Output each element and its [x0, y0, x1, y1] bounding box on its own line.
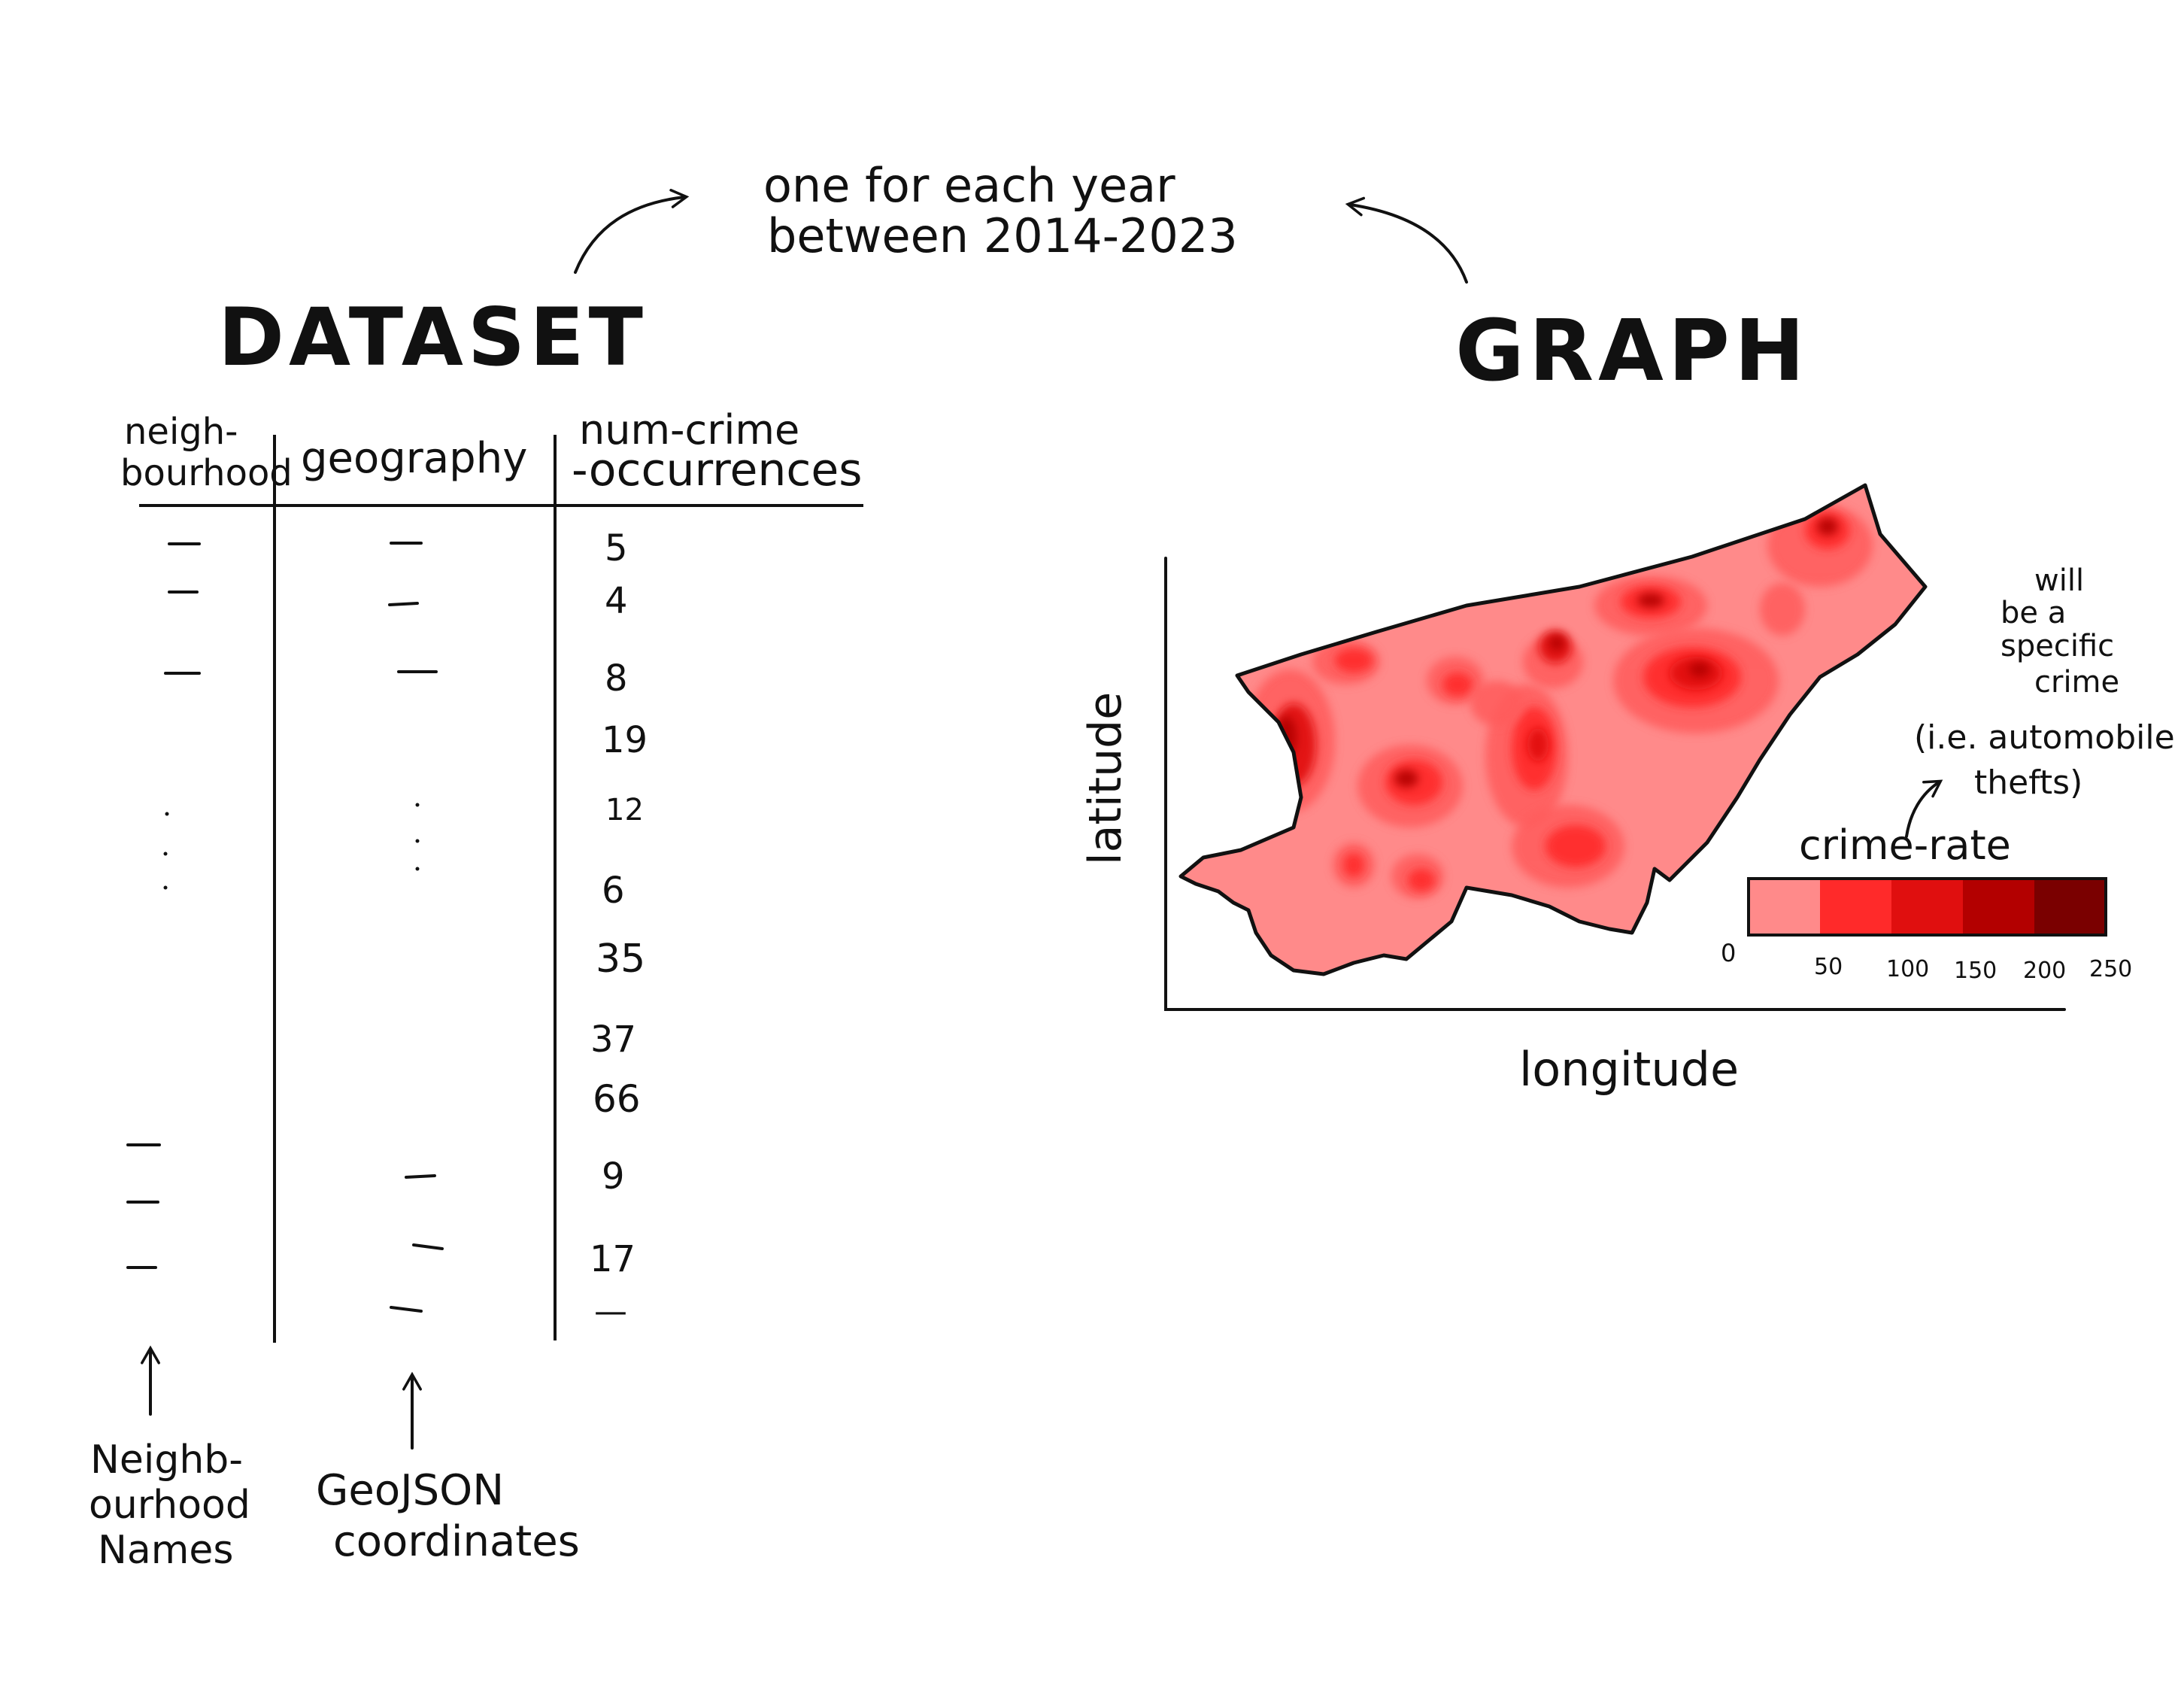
neighbourhood-ellipsis	[163, 812, 169, 890]
cell-value: 19	[602, 719, 648, 761]
column-header-num-crime-line-1: num-crime	[579, 406, 799, 454]
cell-placeholder	[412, 1243, 444, 1250]
legend-ticks: 0 50 100 150 200 250	[1721, 939, 2132, 984]
crime-hotspot	[1394, 770, 1418, 788]
graph-title: GRAPH	[1455, 302, 1809, 400]
example-line: (i.e. automobile	[1914, 718, 2175, 757]
cell-value: 9	[602, 1155, 625, 1198]
cell-value: 17	[590, 1238, 635, 1280]
cell-value: 5	[605, 527, 628, 569]
annotation-line: ourhood	[89, 1483, 250, 1528]
arrow-to-note-right	[1345, 196, 1468, 284]
cell-placeholder	[405, 1174, 436, 1179]
legend-color-segment	[1963, 879, 2035, 935]
arrow-to-example	[1905, 779, 1943, 838]
legend-color-segment	[1891, 879, 1964, 935]
cell-value: 6	[602, 870, 625, 912]
legend-frame	[1747, 877, 2107, 937]
crime-hotspot	[1527, 728, 1549, 761]
crime-hotspot	[1549, 636, 1564, 651]
cell-value: 35	[596, 937, 645, 982]
crime-hotspot	[1335, 648, 1373, 672]
cell-value: 4	[605, 580, 628, 622]
crime-example: (i.e. automobile thefts)	[1914, 718, 2175, 802]
dataset-table: neigh- bourhood geography num-crime -occ…	[120, 406, 863, 1343]
legend-tick: 250	[2089, 956, 2132, 982]
crime-note: will be a specific crime	[2000, 563, 2119, 700]
crime-hotspot	[1760, 583, 1805, 636]
neighbourhood-cells	[126, 542, 201, 1269]
column-header-neighbourhood-line-1: neigh-	[124, 411, 238, 453]
num-crime-values: 5 4 8 19 12 6 35 37 66 9 17 —	[590, 527, 648, 1331]
cell-value: 12	[605, 793, 644, 827]
legend-tick: 50	[1814, 954, 1843, 980]
note-line: will	[2034, 563, 2084, 598]
crime-hotspot	[1637, 593, 1664, 608]
top-note: one for each year between 2014-2023	[763, 158, 1238, 263]
geography-ellipsis	[415, 803, 420, 871]
annotation-line: Names	[98, 1528, 234, 1573]
cell-placeholder	[388, 602, 419, 606]
geography-cells	[388, 542, 444, 1313]
column-header-neighbourhood-line-2: bourhood	[120, 452, 293, 494]
crime-hotspot	[1343, 853, 1364, 877]
cell-value: 8	[605, 657, 628, 700]
legend: crime-rate 0 50 100 150 200 250	[1721, 821, 2132, 984]
legend-title: crime-rate	[1799, 821, 2011, 869]
legend-tick: 200	[2023, 958, 2066, 984]
cell-value: 37	[590, 1019, 636, 1061]
cell-placeholder	[390, 1306, 423, 1313]
legend-tick: 150	[1954, 958, 1997, 984]
legend-color-segment	[2034, 879, 2107, 935]
note-line: specific	[2000, 629, 2114, 663]
top-note-line-1: one for each year	[763, 158, 1175, 213]
note-line: crime	[2034, 665, 2119, 700]
annotation-line: Neighb-	[90, 1438, 243, 1483]
crime-hotspot	[1442, 672, 1473, 697]
top-note-line-2: between 2014-2023	[767, 208, 1238, 263]
annotation-line: GeoJSON	[316, 1466, 504, 1515]
y-axis-label: latitude	[1079, 692, 1132, 865]
map-outline	[1178, 483, 1928, 976]
dataset-title: DATASET	[218, 291, 648, 384]
legend-color-segment	[1749, 879, 1821, 935]
crime-hotspot	[1817, 518, 1838, 536]
column-header-num-crime-line-2: -occurrences	[572, 444, 863, 496]
crime-hotspot	[1545, 825, 1606, 867]
example-line: thefts)	[1974, 764, 2082, 802]
annotation-line: coordinates	[333, 1517, 580, 1566]
crime-hotspot	[1408, 869, 1435, 891]
arrow-to-note-left	[574, 189, 690, 274]
plot-axes	[1164, 557, 2066, 1011]
geojson-annotation: GeoJSON coordinates	[316, 1466, 580, 1566]
legend-tick: 100	[1886, 956, 1929, 982]
column-header-geography: geography	[301, 434, 527, 483]
cell-value: —	[594, 1292, 627, 1331]
crime-hotspot	[1689, 662, 1710, 677]
cell-value: 66	[593, 1077, 641, 1121]
note-line: be a	[2000, 596, 2066, 630]
neighbourhood-annotation: Neighb- ourhood Names	[89, 1438, 250, 1573]
x-axis-label: longitude	[1519, 1042, 1739, 1097]
legend-tick: 0	[1721, 939, 1736, 967]
legend-colorbar	[1749, 879, 2107, 935]
legend-color-segment	[1820, 879, 1892, 935]
crime-hotspot	[1470, 681, 1523, 726]
